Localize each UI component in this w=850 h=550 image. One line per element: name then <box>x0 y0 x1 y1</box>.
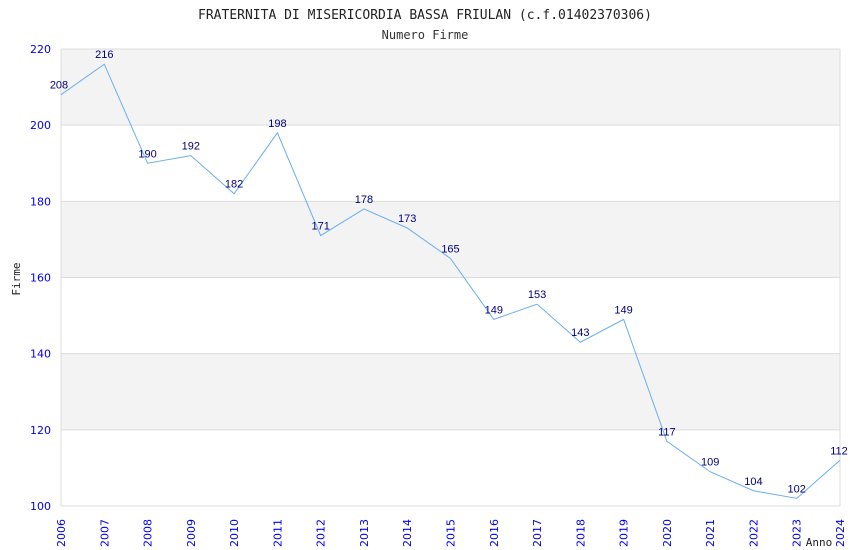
y-tick-label: 140 <box>30 348 51 361</box>
grid-band <box>61 201 840 278</box>
x-tick-label: 2014 <box>401 519 414 547</box>
x-tick-label: 2012 <box>315 519 328 547</box>
y-tick-label: 120 <box>30 424 51 437</box>
data-label: 153 <box>528 289 546 301</box>
y-tick-label: 200 <box>30 119 51 132</box>
data-label: 178 <box>355 194 373 206</box>
x-tick-label: 2020 <box>661 519 674 547</box>
data-label: 143 <box>571 327 589 339</box>
chart-subtitle: Numero Firme <box>382 28 469 42</box>
x-tick-label: 2011 <box>271 519 284 547</box>
grid-band <box>61 429 840 506</box>
chart-title: FRATERNITA DI MISERICORDIA BASSA FRIULAN… <box>198 8 652 23</box>
series-line <box>60 63 841 499</box>
y-tick-label: 220 <box>30 43 51 56</box>
x-tick-label: 2009 <box>185 519 198 547</box>
y-axis-label: Firme <box>10 262 23 295</box>
data-label: 165 <box>441 243 459 255</box>
x-tick-label: 2006 <box>55 519 68 547</box>
x-tick-label: 2018 <box>574 519 587 547</box>
data-label: 208 <box>50 80 68 92</box>
x-tick-label: 2010 <box>228 519 241 547</box>
grid-band <box>61 125 840 202</box>
x-tick-label: 2017 <box>531 519 544 547</box>
grid-band <box>61 353 840 430</box>
x-tick-label: 2016 <box>488 519 501 547</box>
x-tick-label: 2007 <box>98 519 111 547</box>
y-tick-label: 100 <box>30 500 51 513</box>
data-label: 149 <box>614 304 632 316</box>
data-label: 173 <box>398 213 416 225</box>
x-tick-label: 2015 <box>445 519 458 547</box>
x-tick-label: 2023 <box>791 519 804 547</box>
x-tick-label: 2013 <box>358 519 371 547</box>
x-tick-label: 2024 <box>834 519 847 547</box>
data-label: 216 <box>95 49 113 61</box>
grid-band <box>61 49 840 126</box>
data-label: 102 <box>788 483 806 495</box>
data-label: 112 <box>830 445 848 457</box>
data-label: 171 <box>311 221 329 233</box>
y-tick-label: 180 <box>30 195 51 208</box>
data-label: 182 <box>225 179 243 191</box>
grid-band <box>61 277 840 354</box>
data-label: 104 <box>744 476 762 488</box>
data-label: 192 <box>182 141 200 153</box>
data-label: 149 <box>485 304 503 316</box>
y-tick-label: 160 <box>30 272 51 285</box>
x-tick-label: 2019 <box>618 519 631 547</box>
x-tick-label: 2022 <box>747 519 760 547</box>
data-label: 109 <box>701 457 719 469</box>
x-tick-label: 2008 <box>142 519 155 547</box>
data-label: 198 <box>268 118 286 130</box>
x-axis-label: Anno <box>806 536 833 549</box>
data-label: 117 <box>658 426 676 438</box>
x-tick-label: 2021 <box>704 519 717 547</box>
data-label: 190 <box>138 148 156 160</box>
